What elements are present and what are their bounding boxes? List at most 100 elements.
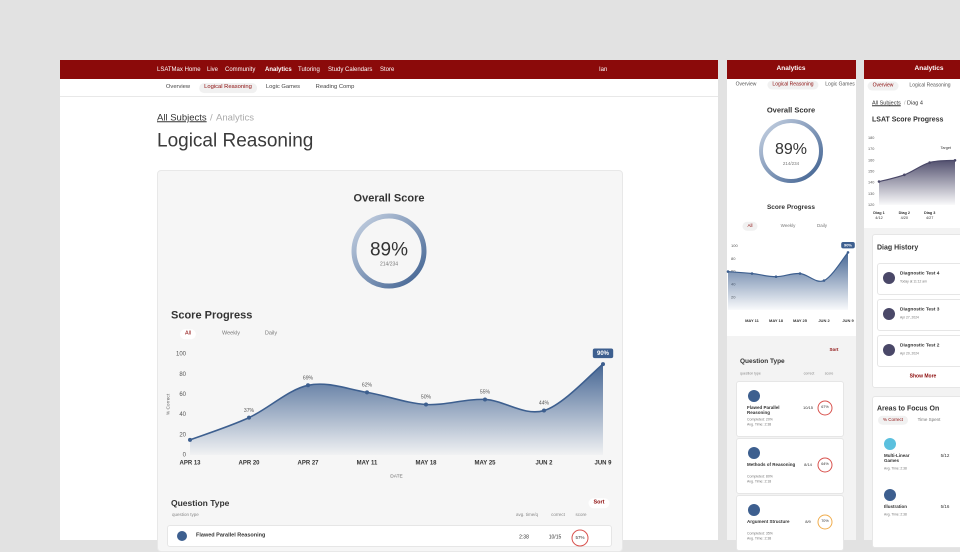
show-more[interactable]: Show More xyxy=(909,373,937,380)
x-tick-label: Diag 1 xyxy=(873,211,884,215)
badge xyxy=(841,242,855,249)
row-detail: Avg. Time: 2:18 xyxy=(747,479,772,484)
section-title: Score Progress xyxy=(766,203,816,211)
breadcrumb: Analytics xyxy=(216,112,255,124)
tab[interactable]: Logic Games xyxy=(825,81,855,88)
breadcrumb[interactable]: All Subjects xyxy=(872,100,901,107)
x-tick-label: JUN 2 xyxy=(818,318,830,323)
y-tick-label: 160 xyxy=(868,158,874,162)
row-name[interactable]: Diagnostic Test 3 xyxy=(900,307,940,313)
icon-circle xyxy=(748,447,760,459)
row-detail: Avg. Time: 2:38 xyxy=(747,422,772,427)
column-header: correct xyxy=(803,371,815,376)
filter[interactable]: Daily xyxy=(264,330,278,337)
point xyxy=(750,272,754,275)
row-name: Illustration xyxy=(884,504,908,509)
cell: 70% xyxy=(821,519,829,524)
filter[interactable]: All xyxy=(179,329,197,339)
card xyxy=(157,170,623,552)
column-header: question type xyxy=(740,371,761,376)
x-tick-label: JUN 2 xyxy=(535,461,553,467)
y-tick-label: 170 xyxy=(868,147,874,151)
nav-link[interactable]: Tutoring xyxy=(298,67,320,73)
ring xyxy=(817,457,833,473)
filter[interactable]: Weekly xyxy=(780,222,796,228)
ring xyxy=(759,119,823,183)
x-tick-label: APR 13 xyxy=(179,461,201,467)
section-title: Diag History xyxy=(877,244,919,252)
icon-circle xyxy=(883,272,895,284)
y-tick-label: 60 xyxy=(179,392,186,398)
nav-link[interactable]: Study Calendars xyxy=(328,67,373,73)
value-label: 50% xyxy=(421,395,432,401)
y-tick-label: 100 xyxy=(731,243,738,248)
x-tick-date: 4/27 xyxy=(926,216,933,220)
sort-button[interactable]: Sort xyxy=(588,498,610,508)
sort-button[interactable]: Sort xyxy=(829,346,839,352)
column-header: question type xyxy=(172,511,199,517)
nav-link[interactable]: Analytics xyxy=(265,67,292,73)
filter[interactable]: All xyxy=(742,221,758,231)
tab[interactable]: Logical Reasoning xyxy=(199,83,257,93)
x-tick-label: APR 20 xyxy=(238,461,260,467)
breadcrumb[interactable]: All Subjects xyxy=(157,112,207,124)
y-tick-label: 60 xyxy=(731,269,736,274)
x-tick-label: MAY 11 xyxy=(745,318,760,323)
row-detail: Completed: 35% xyxy=(747,531,773,536)
cell: 5/16 xyxy=(940,503,950,509)
x-tick-label: MAY 25 xyxy=(474,461,496,467)
nav-link[interactable]: Community xyxy=(225,67,256,73)
tab[interactable]: Overview xyxy=(165,84,191,91)
header-title: Analytics xyxy=(776,64,806,72)
cell: 10/15 xyxy=(802,405,814,410)
x-tick-date: 4/20 xyxy=(901,216,908,220)
ring xyxy=(351,213,427,289)
icon xyxy=(884,438,896,450)
tab[interactable]: Overview xyxy=(735,81,757,88)
row-detail: Avg. Time: 2:38 xyxy=(884,512,907,517)
nav-link[interactable]: Live xyxy=(207,67,219,73)
column-header: score xyxy=(824,371,834,376)
row-name[interactable]: Diagnostic Test 4 xyxy=(900,271,940,277)
score-fraction: 214/234 xyxy=(379,261,399,268)
nav-link[interactable]: Store xyxy=(380,67,395,73)
tab[interactable]: Time Spent xyxy=(917,416,941,422)
x-tick-label: MAY 25 xyxy=(793,318,808,323)
tab[interactable]: Logical Reasoning xyxy=(767,80,819,90)
tab[interactable]: Overview xyxy=(867,81,899,91)
x-tick-date: 4/12 xyxy=(875,216,882,220)
point xyxy=(953,159,957,162)
point xyxy=(601,362,605,367)
score: 89% xyxy=(369,239,409,261)
row-name: Argument Structure xyxy=(747,519,790,524)
filter[interactable]: Daily xyxy=(816,222,828,228)
point xyxy=(774,275,778,279)
tab[interactable]: Reading Comp xyxy=(315,84,355,91)
tab[interactable]: % Correct xyxy=(877,415,909,425)
line xyxy=(727,252,849,282)
point xyxy=(903,173,906,177)
section-title: Question Type xyxy=(171,497,230,508)
tab[interactable]: Logical Reasoning xyxy=(909,82,951,89)
value-label: 44% xyxy=(539,401,550,407)
filter[interactable]: Weekly xyxy=(222,330,240,337)
tab[interactable]: Logic Games xyxy=(265,84,301,91)
x-tick-label: Diag 2 xyxy=(899,211,910,215)
y-tick-label: 80 xyxy=(731,256,736,261)
nav-link[interactable]: LSATMax Home xyxy=(157,67,201,73)
point xyxy=(365,390,369,395)
point xyxy=(483,397,487,402)
cell: 8/14 xyxy=(804,462,812,467)
value-label: 55% xyxy=(480,390,491,396)
section-title: Overall Score xyxy=(766,105,816,115)
section-title: Areas to Focus On xyxy=(877,405,940,413)
y-tick-label: 20 xyxy=(179,432,186,438)
point xyxy=(726,270,730,273)
cell: 64% xyxy=(821,462,829,467)
ring xyxy=(817,514,833,530)
user-menu[interactable]: Ian xyxy=(599,67,608,73)
row-name[interactable]: Diagnostic Test 2 xyxy=(900,343,940,349)
point xyxy=(247,415,251,420)
icon xyxy=(748,390,760,402)
cell: 2:38 xyxy=(519,534,529,541)
